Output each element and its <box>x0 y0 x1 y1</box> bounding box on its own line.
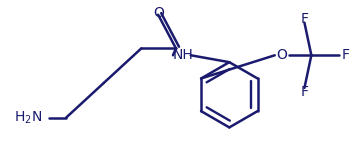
Text: F: F <box>300 85 308 99</box>
Text: F: F <box>300 12 308 26</box>
Text: H$_2$N: H$_2$N <box>14 109 42 126</box>
Text: O: O <box>154 6 164 20</box>
Text: NH: NH <box>173 48 193 62</box>
Text: F: F <box>342 48 350 62</box>
Text: O: O <box>276 48 287 62</box>
